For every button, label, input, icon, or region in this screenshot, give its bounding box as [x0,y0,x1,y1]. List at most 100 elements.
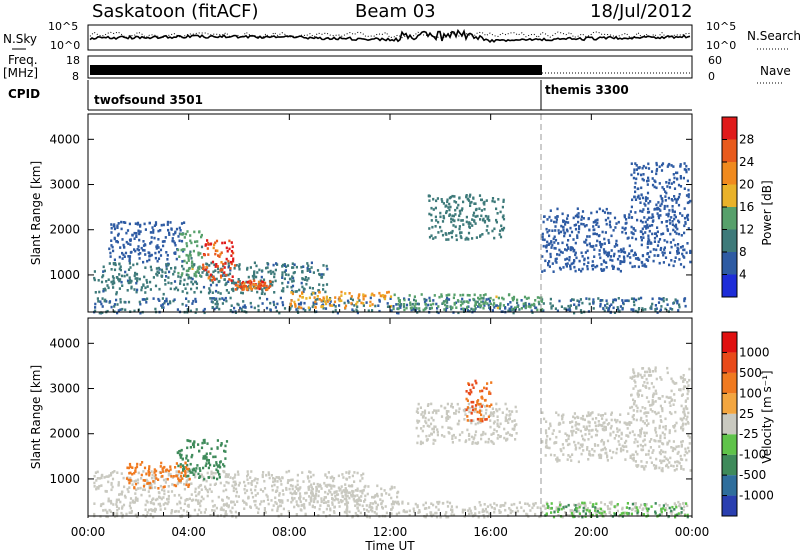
echo-cell [380,501,383,505]
echo-cell [167,228,170,232]
echo-cell [481,510,484,513]
echo-cell [258,287,261,291]
echo-cell [660,469,663,472]
echo-cell [594,428,598,431]
echo-cell [267,473,271,476]
echo-cell [619,413,622,416]
echo-cell [182,509,185,512]
echo-cell [345,511,348,515]
echo-cell [686,392,689,396]
echo-cell [433,409,436,412]
echo-cell [430,416,433,420]
echo-cell [667,196,670,200]
echo-cell [619,513,622,517]
echo-cell [153,479,156,483]
echo-cell [199,290,203,294]
echo-cell [231,245,234,249]
echo-cell [450,235,454,239]
echo-cell [659,204,662,207]
echo-cell [175,227,179,231]
echo-cell [653,254,656,257]
echo-cell [394,500,397,504]
echo-cell [608,501,611,504]
echo-cell [588,302,591,306]
echo-cell [358,293,361,296]
echo-cell [338,505,341,508]
echo-cell [618,443,621,446]
echo-cell [459,235,462,238]
echo-cell [269,280,272,283]
echo-cell [303,278,307,281]
echo-cell [318,298,321,301]
echo-cell [162,496,165,499]
echo-cell [130,479,133,483]
echo-cell [198,267,201,271]
echo-cell [103,476,106,479]
echo-cell [592,232,595,236]
echo-cell [164,279,167,282]
echo-cell [628,252,631,255]
echo-cell [336,493,340,496]
echo-cell [211,281,215,284]
echo-cell [645,166,648,170]
echo-cell [200,275,203,278]
echo-cell [481,233,484,236]
echo-cell [677,500,680,504]
echo-cell [666,303,669,306]
echo-cell [270,499,273,502]
echo-cell [668,178,671,182]
echo-cell [100,484,103,487]
echo-cell [668,506,671,510]
echo-cell [674,298,677,301]
echo-cell [634,253,637,256]
echo-cell [476,421,480,425]
echo-cell [462,293,465,297]
echo-cell [105,280,108,283]
echo-cell [661,162,665,165]
echo-cell [234,473,237,477]
echo-cell [104,288,107,292]
echo-cell [655,161,658,165]
echo-cell [215,263,218,266]
echo-cell [549,453,553,457]
echo-cell [593,232,596,235]
echo-cell [642,178,645,182]
echo-cell [435,515,439,519]
echo-cell [136,277,139,280]
echo-cell [578,268,581,271]
echo-cell [160,304,163,307]
echo-cell [423,300,427,304]
echo-cell [184,287,187,290]
echo-cell [304,276,307,279]
echo-cell [235,264,238,267]
echo-cell [496,415,499,418]
echo-cell [234,483,237,487]
echo-cell [118,287,121,290]
echo-cell [552,237,555,241]
echo-cell [563,231,567,235]
echo-cell [277,476,280,479]
echo-cell [117,278,120,281]
echo-cell [146,511,149,514]
echo-cell [455,234,458,237]
echo-cell [332,479,335,483]
echo-cell [577,502,581,506]
echo-cell [474,433,477,437]
echo-cell [593,248,596,251]
echo-cell [117,232,120,236]
echo-cell [491,407,494,410]
echo-cell [499,229,502,233]
echo-cell [632,387,635,390]
echo-cell [243,287,246,291]
echo-cell [249,506,252,509]
echo-cell [677,232,681,236]
echo-cell [454,301,458,305]
echo-cell [671,379,674,383]
echo-cell [545,438,548,442]
echo-cell [345,477,348,481]
echo-cell [421,441,424,445]
echo-cell [324,490,327,494]
echo-cell [299,495,302,499]
echo-cell [224,444,227,448]
echo-cell [634,181,637,185]
